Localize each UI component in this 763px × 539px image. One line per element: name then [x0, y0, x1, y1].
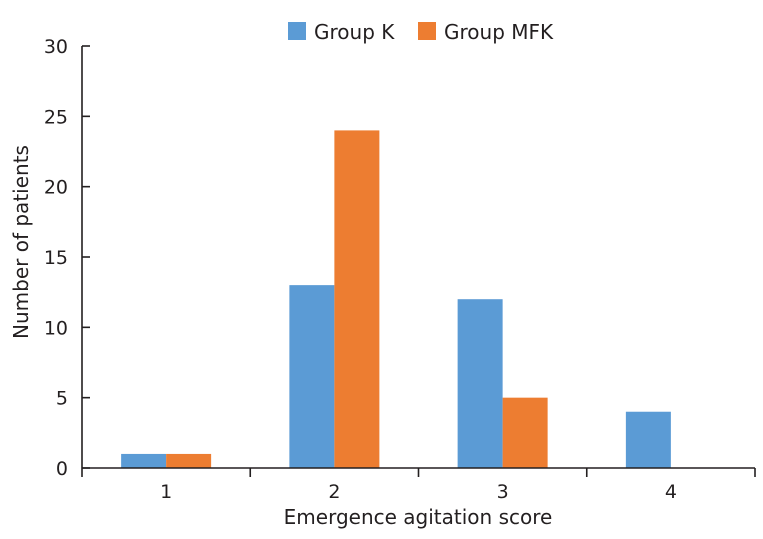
bar-group-k-2 — [289, 285, 335, 468]
y-tick-label: 5 — [56, 388, 68, 410]
x-axis-label: Emergence agitation score — [284, 505, 553, 529]
legend: Group K Group MFK — [288, 20, 554, 44]
bar-group-mfk-1 — [166, 453, 212, 468]
bar-group-mfk-2 — [334, 130, 380, 468]
legend-swatch-group-mfk — [418, 22, 436, 40]
x-tick-label: 1 — [160, 481, 172, 503]
bars — [121, 130, 671, 468]
y-tick-label: 20 — [44, 177, 68, 199]
bar-group-k-3 — [457, 299, 503, 468]
y-tick-label: 15 — [44, 247, 68, 269]
y-tick-label: 0 — [56, 458, 68, 480]
bar-group-k-4 — [625, 411, 671, 468]
x-tick-label: 2 — [328, 481, 340, 503]
legend-swatch-group-k — [288, 22, 306, 40]
legend-label-group-mfk: Group MFK — [444, 20, 554, 44]
legend-label-group-k: Group K — [314, 20, 395, 44]
axes: 0 5 10 15 20 25 30 1 2 3 4 — [44, 36, 756, 503]
y-tick-label: 25 — [44, 106, 68, 128]
y-tick-label: 30 — [44, 36, 68, 58]
y-axis-label: Number of patients — [9, 145, 33, 339]
bar-group-mfk-3 — [502, 397, 548, 468]
x-tick-label: 4 — [665, 481, 677, 503]
y-tick-label: 10 — [44, 317, 68, 339]
bar-group-k-1 — [121, 453, 167, 468]
x-tick-label: 3 — [497, 481, 509, 503]
